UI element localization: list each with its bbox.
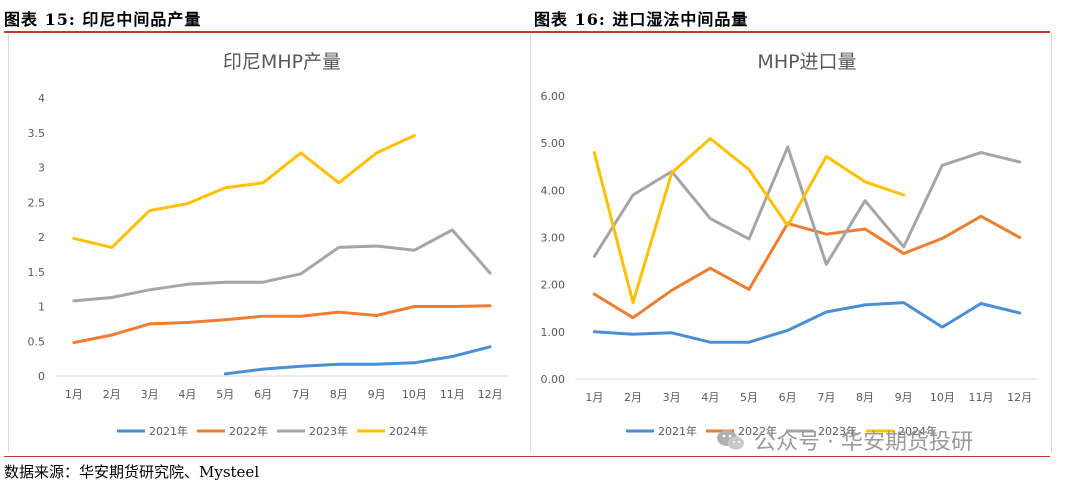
y-tick-label: 2 [38, 231, 45, 244]
x-tick-label: 10月 [402, 388, 427, 401]
x-tick-label: 4月 [701, 391, 719, 404]
y-tick-label: 5.00 [541, 137, 566, 150]
x-tick-label: 11月 [440, 388, 465, 401]
watermark: 公众号 · 华安期货投研 [716, 424, 973, 456]
x-tick-label: 1月 [585, 391, 603, 404]
x-tick-label: 8月 [856, 391, 874, 404]
legend-label: 2024年 [389, 424, 428, 438]
y-tick-label: 0.00 [541, 373, 566, 386]
x-tick-label: 2月 [103, 388, 121, 401]
x-tick-label: 5月 [740, 391, 758, 404]
y-tick-label: 3 [38, 162, 45, 175]
wechat-icon [717, 430, 744, 450]
legend-label: 2024年 [898, 424, 937, 438]
series-line-2022年 [592, 214, 1022, 320]
figure-15-title: 图表 15: 印尼中间品产量 [4, 10, 202, 29]
title-rule [4, 31, 1050, 33]
x-tick-label: 9月 [368, 388, 386, 401]
y-tick-label: 1.00 [541, 326, 566, 339]
y-tick-label: 0.5 [28, 335, 46, 348]
x-tick-label: 8月 [330, 388, 348, 401]
watermark-text: 公众号 · 华安期货投研 [754, 430, 973, 455]
legend-label: 2023年 [818, 424, 857, 438]
series-line-2024年 [592, 137, 906, 305]
chart-title: MHP进口量 [757, 51, 856, 73]
legend-label: 2021年 [658, 424, 697, 438]
chart-panel-indonesia-mhp-output: 印尼MHP产量 0 0.5 1 1.5 2 2.5 3 3.5 4 1月 2月 3月 4月 5月 6月 7月 8月… [8, 34, 521, 452]
y-tick-label: 6.00 [541, 90, 566, 103]
y-tick-label: 4.00 [541, 184, 566, 197]
x-tick-label: 11月 [969, 391, 994, 404]
x-tick-label: 10月 [930, 391, 955, 404]
y-tick-label: 2.5 [28, 196, 46, 209]
chart-panel-mhp-imports: MHP进口量 0.00 1.00 2.00 3.00 4.00 5.00 6.00 1月 2月 3月… [530, 34, 1052, 452]
series-line-2021年 [223, 345, 492, 376]
x-tick-label: 3月 [663, 391, 681, 404]
legend-label: 2022年 [229, 424, 268, 438]
source-rule [4, 456, 1050, 457]
series-line-2024年 [72, 134, 416, 249]
series-line-2023年 [72, 228, 492, 303]
y-tick-label: 1 [38, 301, 45, 314]
x-tick-label: 9月 [895, 391, 913, 404]
y-tick-label: 2.00 [541, 279, 566, 292]
legend-label: 2023年 [309, 424, 348, 438]
x-tick-label: 4月 [178, 388, 196, 401]
x-tick-label: 7月 [817, 391, 835, 404]
chart-indonesia-mhp-output: 印尼MHP产量 0 0.5 1 1.5 2 2.5 3 3.5 4 1月 2月 3月 4月 5月 6月 7月 8月… [28, 51, 509, 438]
x-tick-label: 6月 [254, 388, 272, 401]
x-tick-label: 12月 [1007, 391, 1032, 404]
chart-title: 印尼MHP产量 [223, 51, 341, 73]
x-tick-label: 12月 [478, 388, 503, 401]
x-tick-label: 2月 [624, 391, 642, 404]
y-tick-label: 0 [38, 370, 45, 383]
legend-label: 2021年 [149, 424, 188, 438]
y-tick-label: 3.00 [541, 232, 566, 245]
series-line-2021年 [592, 301, 1022, 344]
series-line-2022年 [72, 304, 492, 345]
legend-label: 2022年 [738, 424, 777, 438]
x-tick-label: 5月 [216, 388, 234, 401]
data-source-note: 数据来源：华安期货研究院、Mysteel [4, 463, 260, 481]
y-tick-label: 1.5 [28, 266, 46, 279]
chart-mhp-imports: MHP进口量 0.00 1.00 2.00 3.00 4.00 5.00 6.00 1月 2月 3月… [541, 51, 1039, 438]
x-tick-label: 3月 [141, 388, 159, 401]
y-tick-label: 3.5 [28, 127, 46, 140]
y-tick-label: 4 [38, 92, 45, 105]
series-line-2023年 [592, 145, 1022, 266]
x-tick-label: 6月 [779, 391, 797, 404]
figure-16-title: 图表 16: 进口湿法中间品量 [534, 10, 749, 29]
x-tick-label: 7月 [292, 388, 310, 401]
x-tick-label: 1月 [65, 388, 83, 401]
